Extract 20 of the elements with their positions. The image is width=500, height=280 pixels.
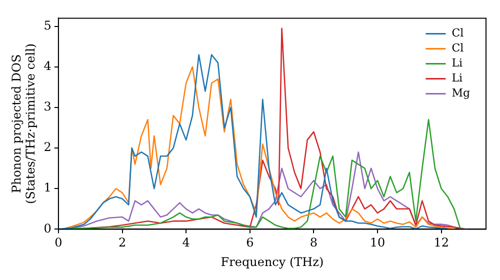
y-tick-label: 0 [44, 221, 52, 236]
x-tick-label: 6 [246, 236, 254, 250]
x-tick-label: 4 [182, 236, 190, 250]
x-tick-label: 0 [54, 236, 62, 250]
y-axis-title: Phonon projected DOS (States/THz·primitive cell) [9, 43, 38, 204]
legend-label: Cl [452, 42, 464, 55]
x-axis-title: Frequency (THz) [220, 254, 324, 269]
x-tick-label: 12 [434, 236, 449, 250]
x-tick-label: 10 [370, 236, 386, 250]
y-tick-label: 5 [44, 18, 52, 32]
y-tick-label: 3 [44, 100, 52, 114]
legend-label: Li [452, 72, 463, 85]
legend-label: Cl [452, 26, 464, 40]
y-tick-label: 2 [44, 140, 52, 154]
legend-label: Mg [452, 86, 470, 100]
y-tick-label: 4 [44, 59, 52, 74]
x-tick-label: 8 [310, 236, 318, 250]
y-tick-label: 1 [44, 180, 52, 195]
legend-label: Li [452, 56, 463, 70]
x-tick-label: 2 [118, 236, 126, 250]
